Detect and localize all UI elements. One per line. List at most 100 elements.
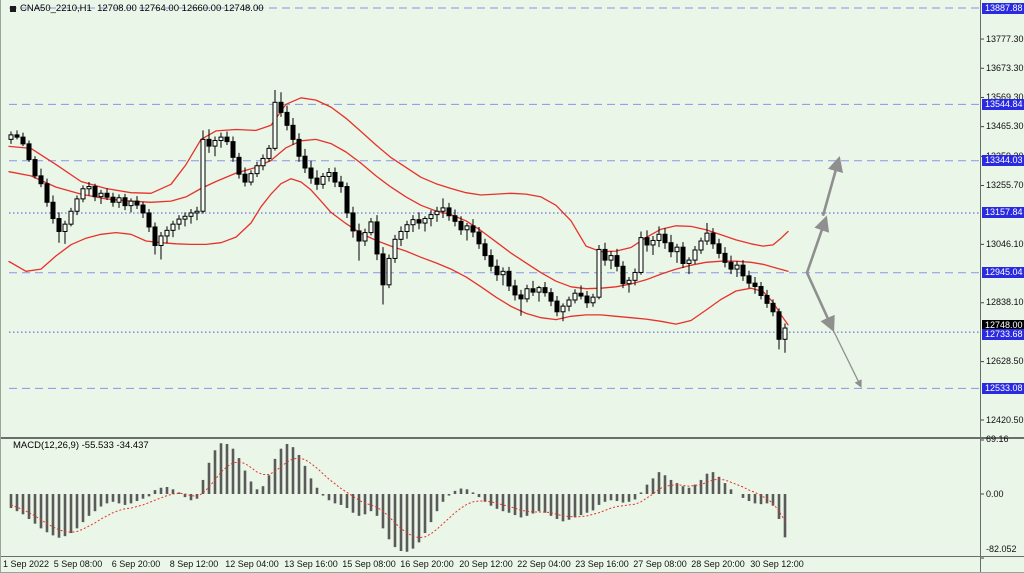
candle-body bbox=[14, 134, 20, 138]
candle-body bbox=[224, 136, 230, 143]
candle-body bbox=[62, 223, 68, 232]
candle-body bbox=[86, 186, 92, 190]
candle-body bbox=[422, 218, 428, 224]
candle-body bbox=[488, 255, 494, 267]
price-level-badge: 13887.88 bbox=[982, 2, 1024, 14]
candle-body bbox=[620, 265, 626, 285]
candle-body bbox=[740, 264, 746, 277]
candle-body bbox=[44, 183, 50, 203]
candle-body bbox=[38, 175, 44, 185]
candle-body bbox=[608, 255, 614, 261]
candle-body bbox=[284, 111, 290, 126]
macd-tick-label: 69.16 bbox=[986, 434, 1009, 445]
macd-indicator-label: MACD(12,26,9) -55.533 -34.437 bbox=[13, 440, 149, 451]
candle-body bbox=[626, 279, 632, 285]
candle-body bbox=[716, 243, 722, 254]
candle-body bbox=[98, 192, 104, 198]
candle-body bbox=[314, 177, 320, 185]
time-axis-label: 22 Sep 04:00 bbox=[517, 559, 571, 569]
price-level-badge: 12533.08 bbox=[982, 382, 1024, 394]
candle-body bbox=[92, 186, 98, 198]
candle-body bbox=[308, 167, 314, 179]
candle-body bbox=[302, 155, 308, 169]
projection-arrow[interactable] bbox=[821, 155, 844, 217]
time-axis-label: 23 Sep 16:00 bbox=[575, 559, 629, 569]
candle-body bbox=[140, 204, 146, 214]
candle-body bbox=[464, 225, 470, 231]
candle-body bbox=[446, 207, 452, 217]
candle-body bbox=[476, 231, 482, 245]
chart-marker-icon bbox=[10, 5, 16, 12]
macd-timeaxis-separator bbox=[1, 556, 1024, 557]
candle-body bbox=[410, 219, 416, 226]
time-axis-label: 30 Sep 12:00 bbox=[750, 559, 804, 569]
time-axis-label: 28 Sep 20:00 bbox=[691, 559, 745, 569]
candle-body bbox=[590, 296, 596, 304]
projection-arrow[interactable] bbox=[805, 272, 835, 333]
candle-body bbox=[146, 212, 152, 228]
candle-body bbox=[680, 246, 686, 264]
price-level-badge: 13544.84 bbox=[982, 98, 1024, 110]
candle-body bbox=[404, 224, 410, 232]
candle-body bbox=[134, 200, 140, 206]
candle-body bbox=[350, 212, 356, 232]
candle-body bbox=[152, 226, 158, 247]
projection-arrow[interactable] bbox=[832, 329, 862, 388]
candle-body bbox=[206, 138, 212, 147]
candle-body bbox=[104, 192, 110, 198]
chart-title: CNA50_2210,H1 12708.00 12764.00 12660.00… bbox=[20, 2, 264, 14]
candle-body bbox=[248, 173, 254, 183]
chart-macd-separator[interactable] bbox=[1, 437, 1024, 439]
candle-body bbox=[656, 233, 662, 241]
candle-body bbox=[128, 200, 134, 207]
candle-body bbox=[20, 136, 26, 145]
macd-tick-label: -82.052 bbox=[986, 543, 1017, 554]
price-tick-label: 12628.50 bbox=[986, 356, 1024, 367]
price-level-badge: 13344.03 bbox=[982, 155, 1024, 167]
candle-body bbox=[548, 292, 554, 302]
current-price-badge: 12748.00 bbox=[982, 319, 1024, 331]
candle-body bbox=[236, 156, 242, 175]
candle-body bbox=[776, 311, 782, 340]
price-tick-label: 13673.30 bbox=[986, 62, 1024, 73]
candle-body bbox=[536, 287, 542, 293]
time-axis-label: 16 Sep 20:00 bbox=[400, 559, 454, 569]
candle-body bbox=[80, 188, 86, 200]
price-tick-label: 13569.30 bbox=[986, 91, 1024, 102]
price-level-badge: 13157.84 bbox=[982, 207, 1024, 219]
candle-body bbox=[74, 198, 80, 212]
candle-body bbox=[320, 175, 326, 185]
candle-body bbox=[266, 147, 272, 159]
candle-body bbox=[470, 225, 476, 233]
candle-body bbox=[374, 221, 380, 255]
candle-body bbox=[416, 219, 422, 224]
candle-body bbox=[458, 220, 464, 231]
time-axis-label: 13 Sep 16:00 bbox=[284, 559, 338, 569]
candle-body bbox=[194, 210, 200, 214]
time-axis-label: 5 Sep 08:00 bbox=[53, 559, 103, 569]
candle-body bbox=[32, 159, 38, 177]
candle-body bbox=[452, 215, 458, 222]
macd-signal-line bbox=[10, 457, 786, 539]
price-level-badge: 12945.04 bbox=[982, 267, 1024, 279]
candle-body bbox=[398, 230, 404, 240]
candle-body bbox=[674, 246, 680, 253]
candle-body bbox=[332, 171, 338, 183]
candle-body bbox=[116, 197, 122, 203]
candle-body bbox=[764, 294, 770, 304]
candle-body bbox=[338, 181, 344, 188]
candle-body bbox=[578, 292, 584, 297]
candle-body bbox=[710, 232, 716, 245]
candle-body bbox=[554, 300, 560, 313]
candle-body bbox=[644, 237, 650, 246]
time-axis-label: 27 Sep 08:00 bbox=[633, 559, 687, 569]
candle-body bbox=[728, 261, 734, 270]
candle-body bbox=[440, 207, 446, 212]
candle-body bbox=[500, 270, 506, 276]
projection-arrow[interactable] bbox=[805, 215, 830, 274]
candle-body bbox=[542, 287, 548, 294]
candle-body bbox=[506, 270, 512, 287]
candle-body bbox=[122, 197, 128, 207]
candle-body bbox=[512, 285, 518, 296]
